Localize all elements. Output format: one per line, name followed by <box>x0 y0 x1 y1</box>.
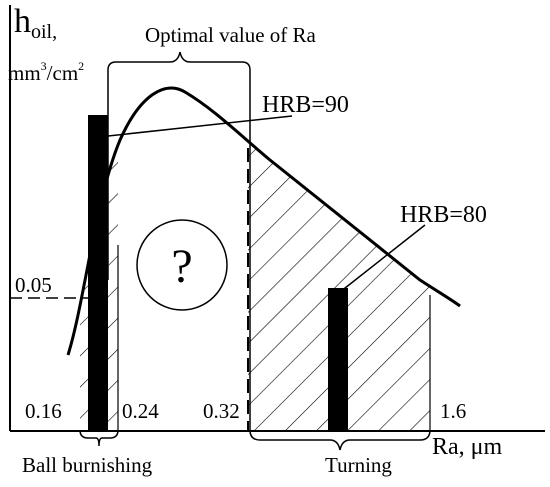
bar-hrb90 <box>88 115 108 431</box>
unit-exp: 3 <box>41 59 47 73</box>
unit: mm <box>8 61 41 85</box>
y-tick-label: 0.05 <box>15 273 52 297</box>
x-tick-label: 0.32 <box>203 399 240 423</box>
x-axis-label: Ra, μm <box>432 434 503 460</box>
ball-brace <box>79 429 119 447</box>
turning-brace <box>249 429 431 451</box>
optimal-label: Optimal value of Ra <box>145 23 317 47</box>
curve <box>66 86 461 356</box>
x-tick-label: 0.24 <box>122 399 159 423</box>
x-tick-label: 0.16 <box>25 399 62 423</box>
optimal-brace <box>107 51 251 430</box>
subscript: oil, <box>31 21 57 43</box>
hrb90-label: HRB=90 <box>262 92 349 118</box>
hatched-areas <box>80 88 430 430</box>
x-tick-label: 1.6 <box>440 399 466 423</box>
question: ? <box>171 240 192 293</box>
bar-hrb80 <box>328 288 348 431</box>
question-circle <box>136 219 228 311</box>
symbol: h <box>14 3 31 40</box>
unit-exp: 2 <box>78 59 84 73</box>
turning-label: Turning <box>325 453 392 477</box>
y-unit: mm3/cm2 <box>8 59 84 85</box>
hrb80-label: HRB=80 <box>400 202 487 228</box>
leader <box>107 115 293 137</box>
y-axis-label: hoil, <box>14 3 57 43</box>
ball-label: Ball burnishing <box>22 453 153 477</box>
unit: /cm <box>47 61 79 85</box>
leader <box>339 224 426 293</box>
